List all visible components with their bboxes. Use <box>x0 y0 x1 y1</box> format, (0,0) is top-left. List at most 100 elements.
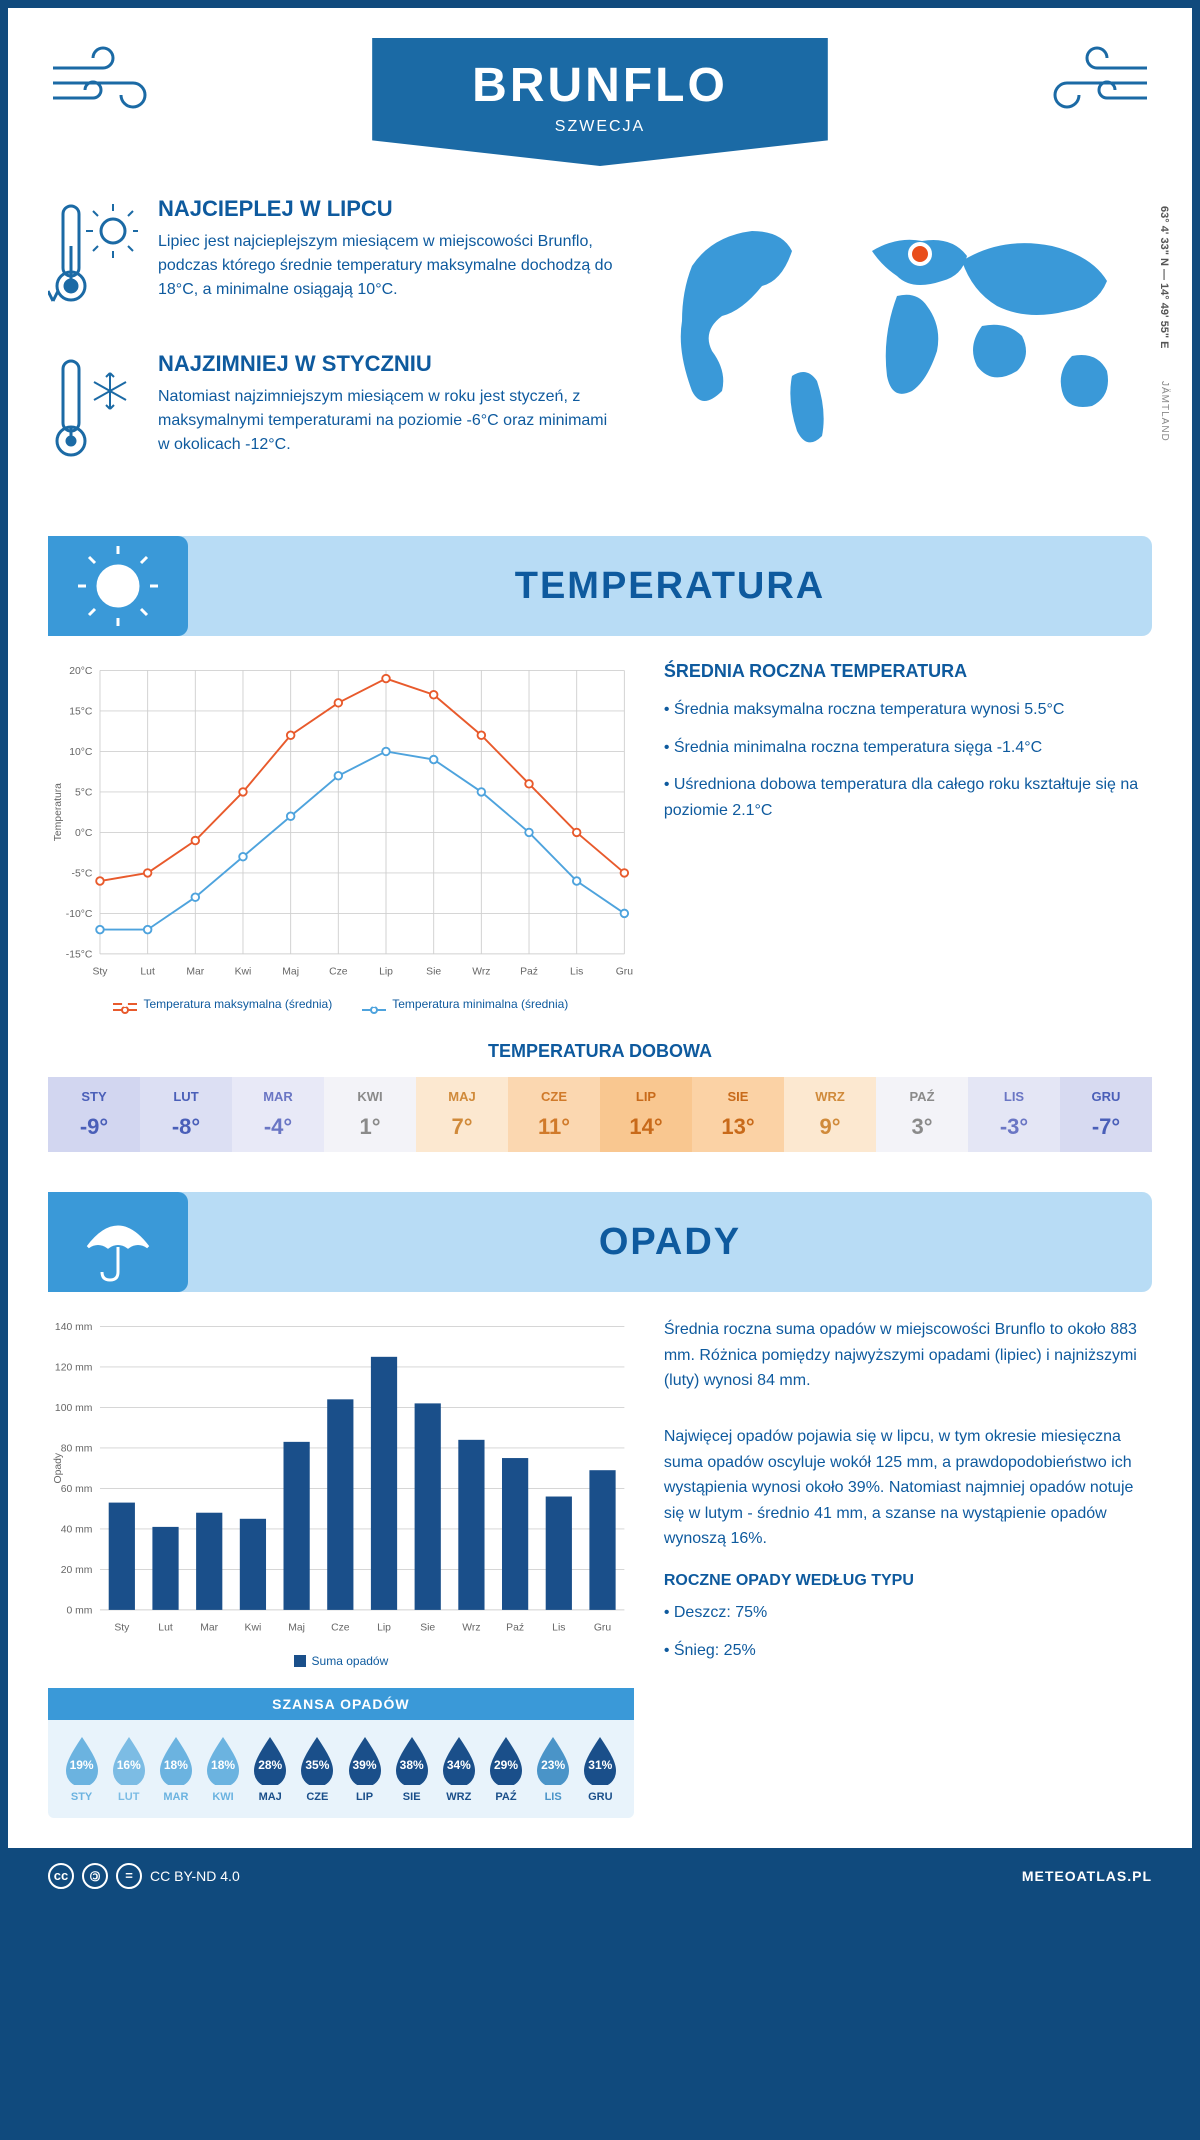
svg-text:40 mm: 40 mm <box>61 1525 93 1536</box>
chance-cell: 18%MAR <box>152 1735 199 1803</box>
precipitation-section-head: OPADY <box>48 1192 1152 1292</box>
svg-text:Maj: Maj <box>282 967 299 978</box>
svg-text:-15°C: -15°C <box>66 950 93 961</box>
type-bullet: • Śnieg: 25% <box>664 1638 1152 1664</box>
legend-precip: Suma opadów <box>294 1654 389 1668</box>
daily-cell: WRZ9° <box>784 1077 876 1152</box>
nd-icon: = <box>116 1863 142 1889</box>
daily-cell: LUT-8° <box>140 1077 232 1152</box>
license-icons: cc 🄯 = CC BY-ND 4.0 <box>48 1863 240 1889</box>
svg-text:20 mm: 20 mm <box>61 1565 93 1576</box>
temperature-title: TEMPERATURA <box>188 565 1152 608</box>
precip-type-title: ROCZNE OPADY WEDŁUG TYPU <box>664 1572 1152 1590</box>
thermometer-snow-icon <box>48 351 138 476</box>
svg-text:Kwi: Kwi <box>235 967 252 978</box>
map-column: 63° 4' 33" N — 14° 49' 55" E JÄMTLAND <box>652 196 1152 506</box>
svg-text:120 mm: 120 mm <box>55 1363 92 1374</box>
precipitation-legend: Suma opadów <box>48 1654 634 1668</box>
svg-text:Lip: Lip <box>377 1623 391 1634</box>
svg-text:Sty: Sty <box>114 1623 130 1634</box>
chance-cell: 39%LIP <box>341 1735 388 1803</box>
map-marker-icon <box>910 244 930 264</box>
chance-cell: 18%KWI <box>199 1735 246 1803</box>
daily-cell: CZE11° <box>508 1077 600 1152</box>
temperature-legend: Temperatura maksymalna (średnia) Tempera… <box>48 997 634 1011</box>
cold-text: Natomiast najzimniejszym miesiącem w rok… <box>158 385 622 457</box>
by-icon: 🄯 <box>82 1863 108 1889</box>
svg-text:100 mm: 100 mm <box>55 1403 92 1414</box>
precipitation-title: OPADY <box>188 1221 1152 1264</box>
daily-cell: GRU-7° <box>1060 1077 1152 1152</box>
summary-title: ŚREDNIA ROCZNA TEMPERATURA <box>664 661 1152 682</box>
chance-cell: 19%STY <box>58 1735 105 1803</box>
chance-cell: 35%CZE <box>294 1735 341 1803</box>
daily-cell: MAJ7° <box>416 1077 508 1152</box>
svg-text:60 mm: 60 mm <box>61 1484 93 1495</box>
hot-text: Lipiec jest najcieplejszym miesiącem w m… <box>158 230 622 302</box>
brand: METEOATLAS.PL <box>1022 1868 1152 1884</box>
svg-text:Lis: Lis <box>552 1623 565 1634</box>
intro-row: NAJCIEPLEJ W LIPCU Lipiec jest najcieple… <box>48 196 1152 506</box>
hot-block: NAJCIEPLEJ W LIPCU Lipiec jest najcieple… <box>48 196 622 321</box>
precipitation-text: Średnia roczna suma opadów w miejscowośc… <box>664 1317 1152 1817</box>
chance-cell: 16%LUT <box>105 1735 152 1803</box>
header: BRUNFLO SZWECJA <box>48 38 1152 166</box>
svg-text:0 mm: 0 mm <box>66 1606 92 1617</box>
type-bullet: • Deszcz: 75% <box>664 1600 1152 1626</box>
daily-cell: LIS-3° <box>968 1077 1060 1152</box>
svg-text:Cze: Cze <box>329 967 348 978</box>
page: BRUNFLO SZWECJA NAJCIEPLEJ W LIPCU Lipie… <box>0 0 1200 1912</box>
legend-precip-label: Suma opadów <box>312 1654 389 1668</box>
location-title: BRUNFLO <box>472 58 728 113</box>
daily-cell: SIE13° <box>692 1077 784 1152</box>
svg-text:Sty: Sty <box>92 967 108 978</box>
svg-text:Lip: Lip <box>379 967 393 978</box>
svg-text:Mar: Mar <box>186 967 204 978</box>
sun-icon <box>48 536 188 636</box>
legend-max-label: Temperatura maksymalna (średnia) <box>143 997 332 1011</box>
temperature-summary: ŚREDNIA ROCZNA TEMPERATURA • Średnia mak… <box>664 661 1152 1011</box>
footer: cc 🄯 = CC BY-ND 4.0 METEOATLAS.PL <box>8 1848 1192 1904</box>
summary-bullet: • Uśredniona dobowa temperatura dla całe… <box>664 772 1152 823</box>
chance-cell: 28%MAJ <box>247 1735 294 1803</box>
hot-title: NAJCIEPLEJ W LIPCU <box>158 196 622 222</box>
temperature-chart: -15°C-10°C-5°C0°C5°C10°C15°C20°CStyLutMa… <box>48 661 634 1011</box>
title-banner: BRUNFLO SZWECJA <box>372 38 828 166</box>
location-country: SZWECJA <box>472 118 728 136</box>
umbrella-icon <box>48 1192 188 1292</box>
legend-min-label: Temperatura minimalna (średnia) <box>392 997 568 1011</box>
svg-text:80 mm: 80 mm <box>61 1444 93 1455</box>
svg-text:Wrz: Wrz <box>472 967 490 978</box>
daily-cell: PAŹ3° <box>876 1077 968 1152</box>
svg-text:Lut: Lut <box>140 967 155 978</box>
daily-temp-title: TEMPERATURA DOBOWA <box>48 1041 1152 1062</box>
daily-cell: LIP14° <box>600 1077 692 1152</box>
svg-text:Sie: Sie <box>426 967 441 978</box>
svg-text:Kwi: Kwi <box>245 1623 262 1634</box>
svg-text:Mar: Mar <box>200 1623 218 1634</box>
svg-text:140 mm: 140 mm <box>55 1322 92 1333</box>
chance-cell: 38%SIE <box>388 1735 435 1803</box>
chance-title: SZANSA OPADÓW <box>48 1688 634 1720</box>
chance-cell: 23%LIS <box>530 1735 577 1803</box>
daily-cell: STY-9° <box>48 1077 140 1152</box>
svg-text:Gru: Gru <box>594 1623 612 1634</box>
summary-bullet: • Średnia minimalna roczna temperatura s… <box>664 735 1152 761</box>
chance-box: SZANSA OPADÓW 19%STY16%LUT18%MAR18%KWI28… <box>48 1688 634 1818</box>
precipitation-chart: 0 mm 20 mm 40 mm 60 mm 80 mm 100 mm 120 mm 140 … <box>48 1317 634 1817</box>
svg-text:Sie: Sie <box>420 1623 435 1634</box>
license-text: CC BY-ND 4.0 <box>150 1868 240 1884</box>
svg-text:Maj: Maj <box>288 1623 305 1634</box>
legend-min: Temperatura minimalna (średnia) <box>362 997 568 1011</box>
cold-title: NAJZIMNIEJ W STYCZNIU <box>158 351 622 377</box>
svg-text:Temperatura: Temperatura <box>53 783 64 841</box>
svg-text:Opady: Opady <box>53 1452 64 1483</box>
svg-text:10°C: 10°C <box>69 747 93 758</box>
svg-text:-5°C: -5°C <box>72 869 93 880</box>
legend-max: Temperatura maksymalna (średnia) <box>113 997 332 1011</box>
coordinates: 63° 4' 33" N — 14° 49' 55" E <box>1158 206 1170 348</box>
daily-cell: MAR-4° <box>232 1077 324 1152</box>
precipitation-row: 0 mm 20 mm 40 mm 60 mm 80 mm 100 mm 120 mm 140 … <box>48 1317 1152 1817</box>
precip-p1: Średnia roczna suma opadów w miejscowośc… <box>664 1317 1152 1394</box>
svg-text:Cze: Cze <box>331 1623 350 1634</box>
